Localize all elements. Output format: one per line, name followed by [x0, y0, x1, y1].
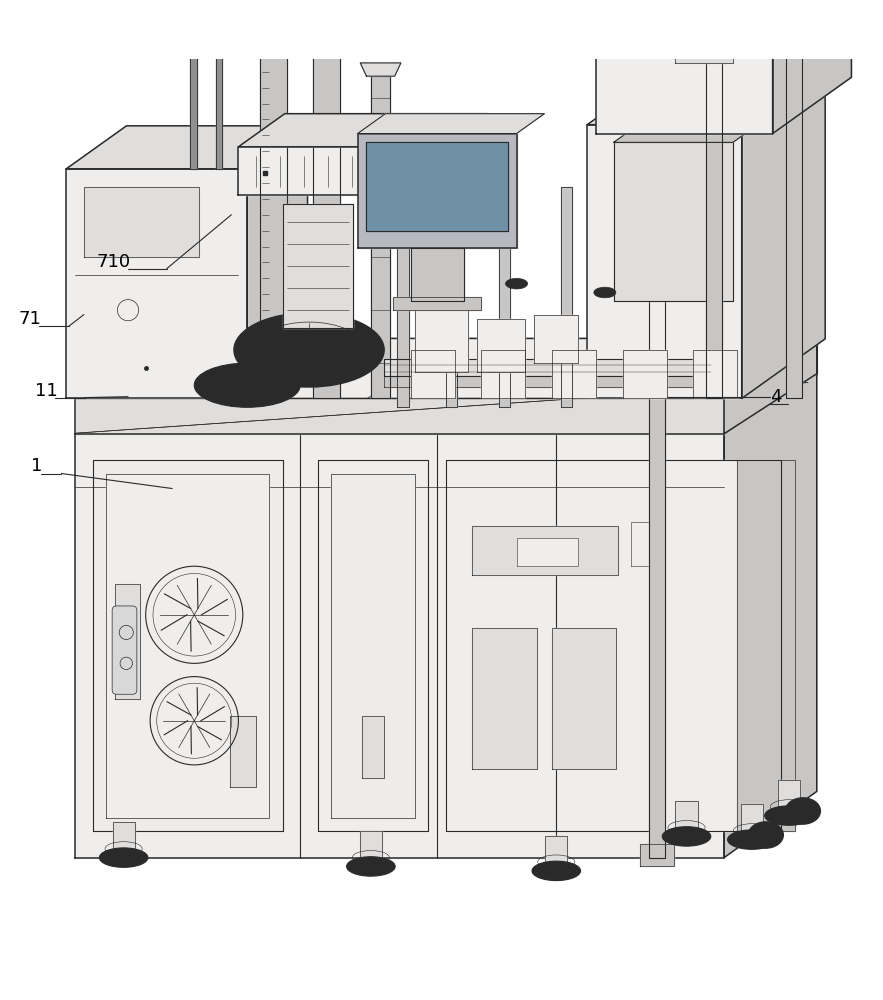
Polygon shape [331, 474, 415, 818]
Polygon shape [773, 0, 851, 134]
Polygon shape [362, 716, 384, 778]
Polygon shape [287, 129, 313, 151]
Ellipse shape [748, 822, 783, 848]
Polygon shape [112, 822, 134, 858]
Polygon shape [106, 474, 269, 818]
Ellipse shape [234, 313, 384, 387]
Polygon shape [313, 54, 340, 398]
Polygon shape [283, 204, 353, 328]
Polygon shape [358, 114, 544, 134]
Polygon shape [75, 338, 817, 398]
Polygon shape [741, 804, 763, 840]
Polygon shape [534, 315, 578, 363]
Ellipse shape [662, 827, 711, 846]
Polygon shape [614, 101, 791, 142]
Polygon shape [384, 376, 711, 387]
Polygon shape [384, 359, 711, 376]
Polygon shape [552, 628, 616, 769]
Polygon shape [631, 522, 653, 566]
Polygon shape [786, 1, 802, 398]
Polygon shape [706, 1, 722, 398]
Polygon shape [360, 63, 401, 76]
Polygon shape [358, 134, 517, 248]
Polygon shape [778, 780, 800, 816]
Polygon shape [115, 584, 140, 699]
Ellipse shape [99, 848, 147, 867]
Polygon shape [446, 460, 781, 831]
Polygon shape [93, 460, 283, 831]
Polygon shape [675, 0, 733, 63]
FancyBboxPatch shape [112, 606, 137, 694]
Polygon shape [640, 844, 674, 866]
Polygon shape [366, 142, 508, 231]
Polygon shape [649, 134, 665, 858]
Polygon shape [477, 319, 525, 372]
Text: 11: 11 [34, 382, 57, 400]
Polygon shape [561, 187, 572, 407]
Polygon shape [446, 187, 457, 407]
Polygon shape [545, 836, 568, 871]
Polygon shape [75, 398, 724, 434]
Polygon shape [472, 628, 537, 769]
Polygon shape [66, 126, 307, 169]
Polygon shape [230, 716, 256, 787]
Polygon shape [596, 0, 773, 134]
Polygon shape [552, 350, 596, 398]
Ellipse shape [283, 337, 336, 363]
Polygon shape [260, 44, 301, 54]
Text: 71: 71 [19, 310, 42, 328]
Ellipse shape [194, 363, 300, 407]
Polygon shape [360, 831, 381, 866]
Polygon shape [481, 350, 525, 398]
Polygon shape [247, 126, 307, 398]
Polygon shape [517, 538, 578, 566]
Polygon shape [287, 217, 313, 240]
Polygon shape [737, 460, 795, 831]
Polygon shape [238, 147, 442, 195]
Polygon shape [393, 297, 481, 310]
Polygon shape [587, 65, 825, 125]
Text: 710: 710 [96, 253, 131, 271]
Polygon shape [742, 65, 825, 398]
Polygon shape [190, 0, 197, 169]
Ellipse shape [347, 857, 396, 876]
Polygon shape [411, 248, 464, 301]
Polygon shape [84, 187, 199, 257]
Ellipse shape [532, 861, 581, 881]
Text: 1: 1 [31, 457, 42, 475]
Polygon shape [216, 0, 222, 169]
Polygon shape [75, 434, 724, 858]
Polygon shape [75, 368, 817, 434]
Polygon shape [415, 310, 468, 372]
Polygon shape [693, 350, 737, 398]
Polygon shape [318, 460, 428, 831]
Polygon shape [238, 114, 487, 147]
Text: 4: 4 [770, 388, 781, 406]
Polygon shape [499, 187, 510, 407]
Polygon shape [587, 125, 742, 398]
Ellipse shape [785, 798, 820, 824]
Polygon shape [66, 169, 247, 398]
Polygon shape [411, 350, 455, 398]
Ellipse shape [728, 830, 776, 849]
Polygon shape [472, 526, 618, 575]
Polygon shape [623, 350, 667, 398]
Ellipse shape [593, 287, 616, 298]
Polygon shape [724, 338, 817, 434]
Ellipse shape [417, 270, 440, 280]
Ellipse shape [505, 278, 528, 289]
Polygon shape [287, 306, 313, 328]
Polygon shape [371, 76, 390, 398]
Polygon shape [675, 801, 698, 836]
Polygon shape [260, 54, 287, 398]
Ellipse shape [765, 806, 813, 825]
Polygon shape [614, 142, 733, 301]
Polygon shape [397, 187, 409, 407]
Polygon shape [724, 368, 817, 858]
Polygon shape [442, 114, 487, 195]
